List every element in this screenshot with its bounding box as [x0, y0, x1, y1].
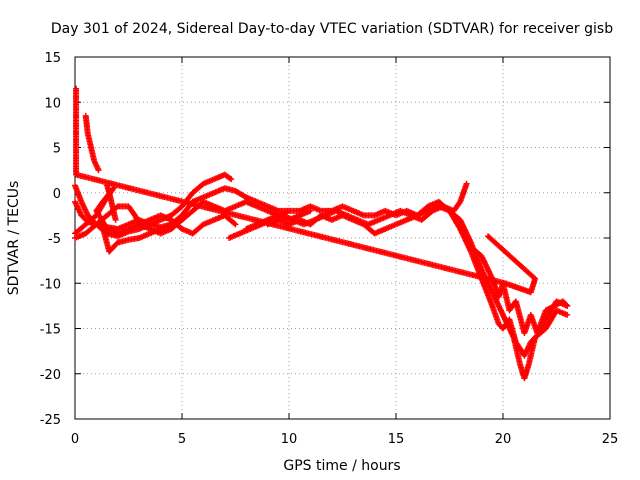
series-track-k: [104, 182, 119, 223]
data-point: [486, 234, 493, 241]
data-point: [463, 180, 470, 187]
y-axis-label: SDTVAR / TECUs: [6, 181, 22, 296]
series-track-e: [97, 216, 185, 255]
data-point: [228, 176, 235, 183]
data-point: [563, 301, 570, 308]
x-tick-label: 10: [281, 432, 298, 447]
x-tick-label: 25: [602, 432, 619, 447]
data-point: [112, 216, 119, 223]
series-track-j: [82, 112, 102, 174]
data-point: [485, 233, 492, 240]
x-axis-label: GPS time / hours: [283, 458, 400, 474]
series-outliers: [73, 85, 539, 296]
x-tick-label: 0: [71, 432, 79, 447]
y-tick-label: -5: [48, 232, 61, 247]
y-tick-label: -20: [40, 368, 61, 383]
y-tick-label: -15: [40, 323, 61, 338]
y-tick-label: -10: [40, 277, 61, 292]
data-point: [564, 311, 571, 318]
y-tick-label: 5: [53, 142, 61, 157]
y-tick-label: 15: [44, 51, 61, 66]
x-tick-label: 20: [495, 432, 512, 447]
series-track-i: [467, 244, 571, 337]
data-point: [232, 221, 239, 228]
data-point: [564, 302, 571, 309]
x-tick-label: 5: [178, 432, 186, 447]
x-tick-label: 15: [388, 432, 405, 447]
y-tick-label: 10: [44, 96, 61, 111]
grid: [75, 57, 610, 419]
data-point: [231, 220, 238, 227]
chart-title: Day 301 of 2024, Sidereal Day-to-day VTE…: [51, 21, 613, 37]
data-series: [72, 85, 571, 382]
axis-ticks: 0 5 10 15 20 25 15 10 5 0 -5 -10 -15 -20 -25: [40, 51, 619, 447]
y-tick-label: 0: [53, 187, 61, 202]
y-tick-label: -25: [40, 413, 61, 428]
data-point: [95, 167, 102, 174]
data-point: [179, 216, 185, 223]
data-point: [226, 175, 233, 182]
